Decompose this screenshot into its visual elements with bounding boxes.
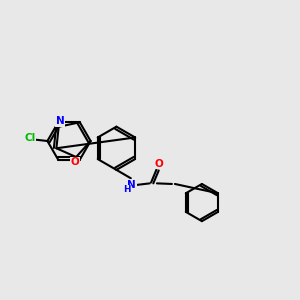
Text: H: H bbox=[124, 185, 131, 194]
Text: N: N bbox=[56, 116, 64, 126]
Text: N: N bbox=[127, 180, 136, 190]
Text: O: O bbox=[154, 159, 163, 169]
Text: O: O bbox=[70, 158, 79, 167]
Text: Cl: Cl bbox=[24, 133, 36, 143]
